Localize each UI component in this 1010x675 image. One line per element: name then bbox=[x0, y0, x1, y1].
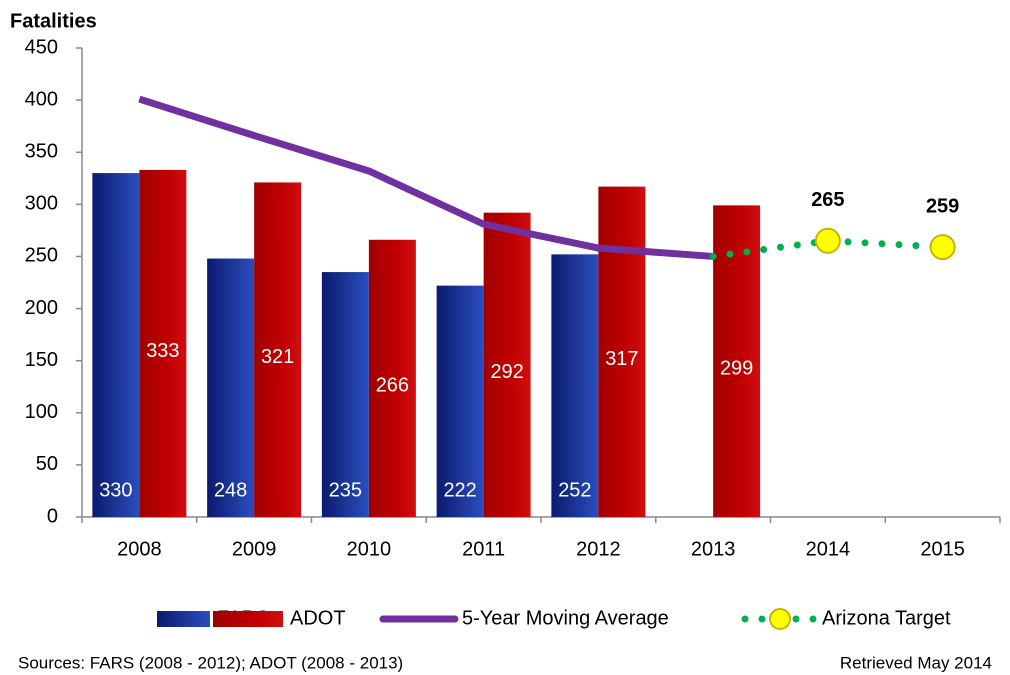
y-tick-label: 300 bbox=[25, 193, 58, 215]
x-tick-label: 2010 bbox=[347, 538, 392, 560]
y-tick-label: 150 bbox=[25, 349, 58, 371]
x-tick-label: 2012 bbox=[576, 538, 621, 560]
bar bbox=[207, 258, 255, 517]
bar bbox=[321, 272, 369, 517]
x-tick-label: 2008 bbox=[117, 538, 162, 560]
legend-label: ADOT bbox=[290, 607, 346, 629]
x-tick-label: 2009 bbox=[232, 538, 277, 560]
y-tick-label: 400 bbox=[25, 88, 58, 110]
y-axis-label: Fatalities bbox=[10, 10, 97, 32]
x-tick-label: 2013 bbox=[691, 538, 736, 560]
bar bbox=[483, 212, 531, 517]
x-tick-label: 2011 bbox=[462, 538, 505, 560]
y-tick-label: 250 bbox=[25, 245, 58, 267]
bar bbox=[598, 186, 646, 518]
data-label: 265 bbox=[811, 189, 844, 211]
bar bbox=[436, 285, 484, 517]
footnote: Sources: FARS (2008 - 2012); ADOT (2008 … bbox=[18, 653, 403, 672]
data-label: 317 bbox=[605, 348, 638, 370]
marker bbox=[929, 234, 956, 261]
data-label: 252 bbox=[558, 479, 591, 501]
footnote: Retrieved May 2014 bbox=[840, 653, 992, 672]
bar bbox=[713, 205, 761, 517]
data-label: 259 bbox=[926, 195, 959, 217]
legend-swatch bbox=[157, 611, 210, 627]
y-tick-label: 50 bbox=[36, 453, 58, 475]
legend-label: Arizona Target bbox=[822, 607, 951, 629]
data-label: 292 bbox=[490, 361, 523, 383]
y-tick-label: 450 bbox=[25, 36, 58, 58]
x-tick-label: 2015 bbox=[920, 538, 965, 560]
data-label: 330 bbox=[99, 479, 132, 501]
data-label: 266 bbox=[376, 375, 409, 397]
y-tick-label: 100 bbox=[25, 401, 58, 423]
data-label: 321 bbox=[261, 346, 294, 368]
line bbox=[138, 95, 714, 260]
x-tick-label: 2014 bbox=[806, 538, 851, 560]
y-tick-label: 350 bbox=[25, 141, 58, 163]
legend-label: 5-Year Moving Average bbox=[462, 607, 669, 629]
y-tick-label: 200 bbox=[25, 297, 58, 319]
data-label: 235 bbox=[329, 479, 362, 501]
bar bbox=[92, 173, 140, 518]
data-label: 222 bbox=[443, 479, 476, 501]
bar bbox=[551, 254, 599, 518]
bar bbox=[254, 182, 302, 518]
data-label: 248 bbox=[214, 479, 247, 501]
legend-swatch bbox=[769, 608, 791, 630]
legend-swatch bbox=[213, 611, 283, 627]
bar bbox=[368, 239, 416, 517]
y-tick-label: 0 bbox=[47, 505, 58, 527]
data-label: 299 bbox=[720, 357, 753, 379]
data-label: 333 bbox=[146, 340, 179, 362]
marker bbox=[814, 227, 841, 254]
bar bbox=[139, 169, 187, 517]
